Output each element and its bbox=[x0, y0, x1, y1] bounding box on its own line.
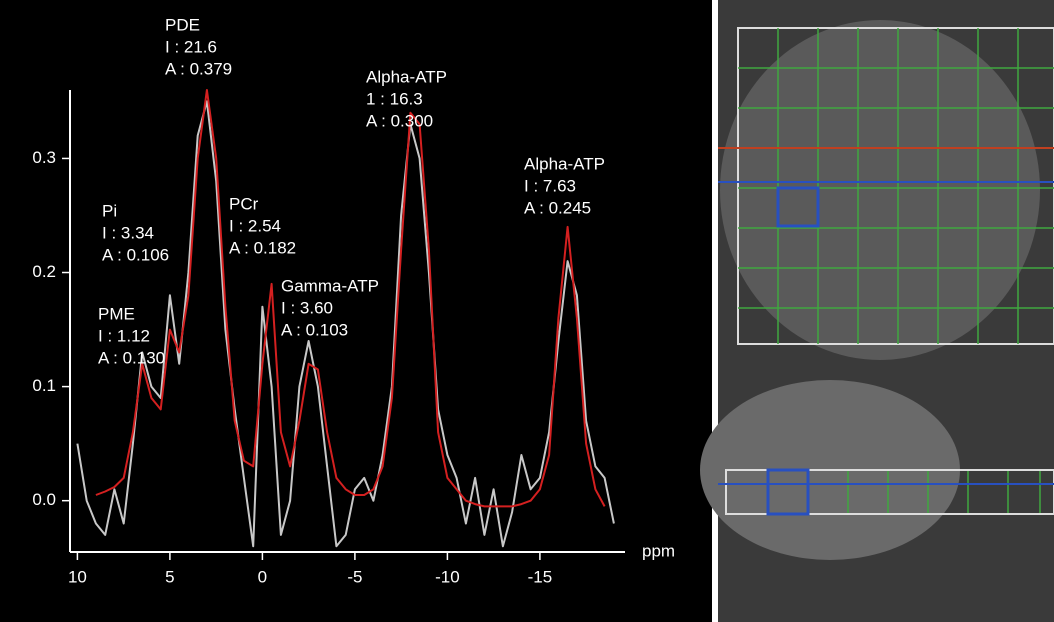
grid-border bbox=[737, 27, 1054, 345]
chart-background bbox=[0, 0, 712, 622]
x-tick-label: 10 bbox=[68, 567, 87, 586]
grid-border bbox=[725, 469, 1054, 515]
selected-voxel bbox=[766, 468, 810, 516]
x-tick-label: 0 bbox=[258, 567, 267, 586]
peak-annotation: A : 0.379 bbox=[165, 59, 232, 78]
x-tick-label: 5 bbox=[165, 567, 174, 586]
peak-annotation: Alpha-ATP bbox=[366, 67, 447, 86]
y-tick-label: 0.1 bbox=[32, 376, 56, 395]
peak-annotation: A : 0.106 bbox=[102, 245, 169, 264]
x-axis-label: ppm bbox=[642, 541, 675, 560]
peak-annotation: I : 3.34 bbox=[102, 223, 154, 242]
peak-annotation: Gamma-ATP bbox=[281, 276, 379, 295]
spectrum-line bbox=[76, 100, 615, 548]
peak-annotation: A : 0.130 bbox=[98, 348, 165, 367]
peak-annotation: 1 : 16.3 bbox=[366, 89, 423, 108]
x-tick-label: -5 bbox=[347, 567, 362, 586]
peak-annotation: I : 2.54 bbox=[229, 216, 281, 235]
mri-panel bbox=[700, 0, 1054, 622]
y-tick-label: 0.3 bbox=[32, 148, 56, 167]
peak-annotation: A : 0.300 bbox=[366, 111, 433, 130]
x-tick-label: -15 bbox=[528, 567, 553, 586]
organ bbox=[720, 20, 1040, 360]
peak-annotation: I : 1.12 bbox=[98, 326, 150, 345]
peak-annotation: A : 0.103 bbox=[281, 320, 348, 339]
peak-annotation: A : 0.245 bbox=[524, 198, 591, 217]
peak-annotation: Pi bbox=[102, 201, 117, 220]
peak-annotation: PCr bbox=[229, 194, 259, 213]
peak-annotation: PME bbox=[98, 304, 135, 323]
y-tick-label: 0.2 bbox=[32, 262, 56, 281]
x-tick-label: -10 bbox=[435, 567, 460, 586]
peak-annotation: I : 7.63 bbox=[524, 176, 576, 195]
spectrum-line bbox=[95, 89, 606, 508]
selected-voxel bbox=[776, 186, 820, 228]
peak-annotation: Alpha-ATP bbox=[524, 154, 605, 173]
peak-annotation: I : 3.60 bbox=[281, 298, 333, 317]
peak-annotation: A : 0.182 bbox=[229, 238, 296, 257]
peak-annotation: PDE bbox=[165, 15, 200, 34]
peak-annotation: I : 21.6 bbox=[165, 37, 217, 56]
y-tick-label: 0.0 bbox=[32, 490, 56, 509]
